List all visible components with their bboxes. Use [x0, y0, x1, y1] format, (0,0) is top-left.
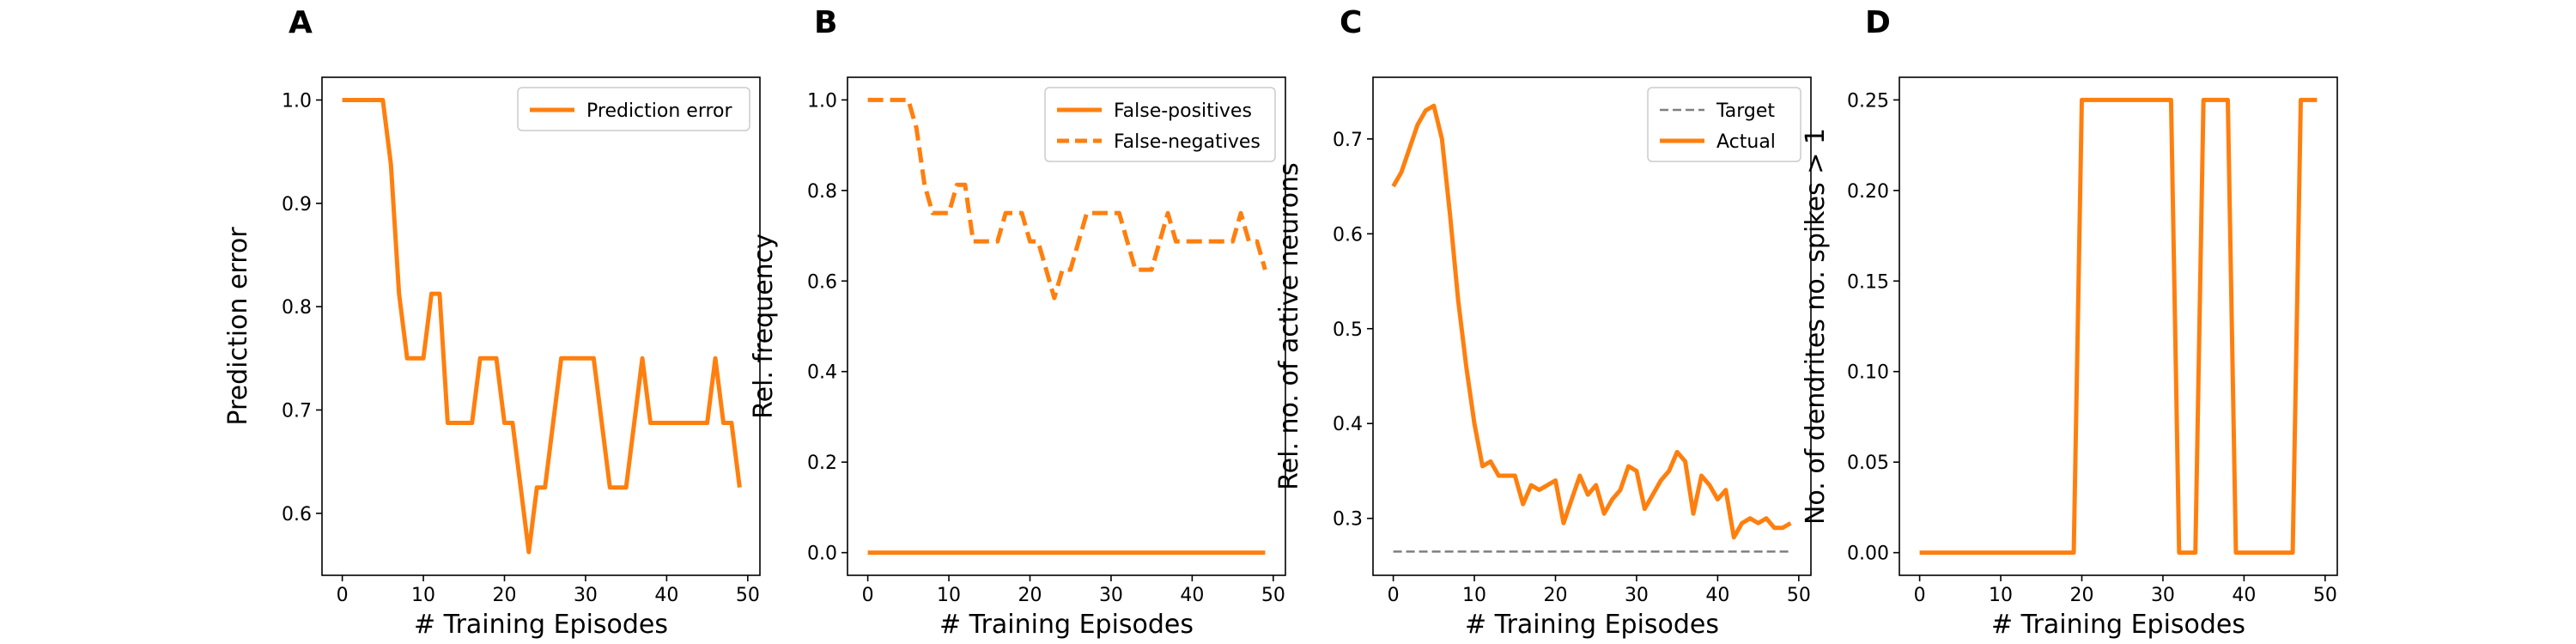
panel-letter: D — [1865, 5, 1891, 40]
panel-a: A 0 10 20 30 40 50 0.6 0.7 0.8 0.9 1.0 # Training Ep… — [223, 5, 761, 640]
legend: False-positives False-negatives — [1044, 87, 1276, 162]
legend-label: Target — [1716, 100, 1775, 122]
legend-label: False-positives — [1114, 100, 1252, 122]
x-tick-label: 30 — [1099, 585, 1123, 606]
x-axis-label: # Training Episodes — [1991, 610, 2245, 640]
y-tick-label: 0.0 — [807, 544, 837, 565]
y-tick-label: 0.3 — [1333, 509, 1363, 531]
legend-label: False-negatives — [1114, 131, 1261, 153]
y-axis-label: Prediction error — [223, 227, 253, 426]
x-tick-label: 10 — [1989, 585, 2013, 606]
axes-frame — [1372, 76, 1812, 576]
legend-box — [1044, 87, 1276, 162]
panel-b: B 0 10 20 30 40 50 0.0 0.2 0.4 0.6 0.8 1.0 # Training… — [749, 5, 1286, 640]
y-tick-label: 0.6 — [282, 504, 312, 526]
y-axis-label: No. of dendrites no. spikes > 1 — [1801, 128, 1831, 525]
x-tick-label: 20 — [2070, 585, 2094, 606]
y-tick-label: 0.15 — [1847, 271, 1889, 293]
legend: Prediction error — [517, 87, 750, 131]
legend: Target Actual — [1647, 87, 1801, 162]
y-tick-label: 0.8 — [282, 297, 312, 319]
y-tick-label: 0.10 — [1847, 362, 1889, 384]
y-tick-label: 0.9 — [282, 194, 312, 216]
y-tick-label: 1.0 — [282, 90, 312, 112]
x-tick-label: 10 — [1462, 585, 1486, 606]
x-tick-label: 50 — [1261, 585, 1285, 606]
x-tick-label: 0 — [337, 585, 349, 606]
x-tick-label: 0 — [1388, 585, 1400, 606]
legend-label: Actual — [1716, 131, 1776, 153]
x-tick-label: 30 — [1625, 585, 1649, 606]
panel-letter: C — [1340, 5, 1362, 40]
y-tick-label: 0.7 — [1333, 130, 1363, 151]
x-axis-label: # Training Episodes — [414, 610, 668, 640]
y-tick-label: 0.8 — [807, 181, 837, 203]
series-line-actual — [1391, 103, 1792, 540]
y-tick-label: 0.7 — [282, 400, 312, 422]
y-tick-label: 0.00 — [1847, 544, 1889, 565]
x-tick-label: 40 — [654, 585, 678, 606]
x-tick-label: 50 — [2313, 585, 2337, 606]
x-tick-label: 20 — [493, 585, 517, 606]
x-tick-label: 0 — [1914, 585, 1926, 606]
axes-frame — [847, 76, 1286, 576]
legend-label: Prediction error — [586, 100, 732, 122]
x-tick-label: 50 — [1787, 585, 1811, 606]
x-tick-label: 30 — [574, 585, 598, 606]
x-tick-label: 20 — [1544, 585, 1568, 606]
panel-c: C 0 10 20 30 40 50 0.3 0.4 0.5 0.6 0.7 # Training Ep… — [1274, 5, 1812, 640]
y-tick-label: 0.25 — [1847, 90, 1889, 112]
panel-letter: B — [814, 5, 837, 40]
y-tick-label: 0.5 — [1333, 319, 1363, 341]
x-tick-label: 0 — [862, 585, 874, 606]
x-tick-label: 10 — [937, 585, 961, 606]
legend-box — [517, 87, 750, 131]
x-tick-label: 20 — [1018, 585, 1042, 606]
x-tick-label: 40 — [1180, 585, 1204, 606]
y-axis-label: Rel. no. of active neurons — [1274, 162, 1304, 490]
series-line-0 — [1919, 97, 2318, 556]
panel-letter: A — [289, 5, 313, 40]
axes-frame — [321, 76, 761, 576]
series-line-false-negatives — [867, 97, 1267, 301]
y-axis-label: Rel. frequency — [749, 234, 779, 419]
series-line-prediction-error — [342, 97, 742, 555]
y-tick-label: 0.4 — [807, 362, 837, 384]
x-tick-label: 10 — [411, 585, 435, 606]
axes-frame — [1899, 76, 2338, 576]
y-tick-label: 0.4 — [1333, 414, 1363, 435]
y-tick-label: 0.6 — [807, 271, 837, 293]
y-tick-label: 0.05 — [1847, 453, 1889, 474]
x-axis-label: # Training Episodes — [1465, 610, 1719, 640]
y-tick-label: 0.20 — [1847, 181, 1889, 203]
x-tick-label: 40 — [1705, 585, 1729, 606]
panel-d: D 0 10 20 30 40 50 0.00 0.05 0.10 0.15 0.20 0.25 # Tr… — [1801, 5, 2338, 640]
y-tick-label: 1.0 — [807, 90, 837, 112]
x-tick-label: 40 — [2232, 585, 2256, 606]
y-tick-label: 0.6 — [1333, 224, 1363, 246]
x-tick-label: 50 — [736, 585, 760, 606]
y-tick-label: 0.2 — [807, 453, 837, 474]
x-axis-label: # Training Episodes — [939, 610, 1194, 640]
x-tick-label: 30 — [2151, 585, 2175, 606]
